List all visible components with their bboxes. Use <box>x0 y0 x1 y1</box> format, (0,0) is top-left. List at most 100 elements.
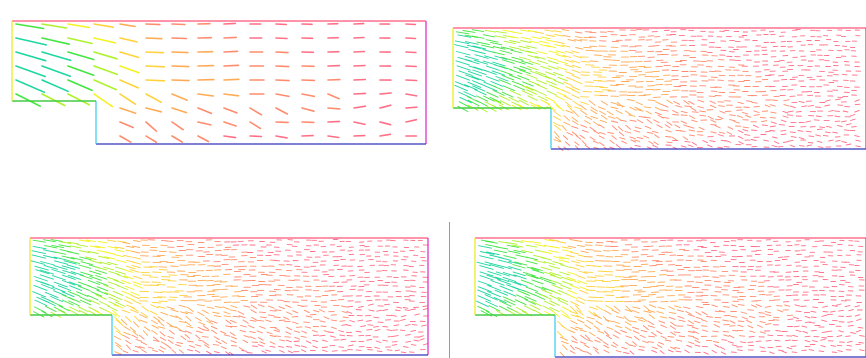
velocity-vector <box>531 36 542 40</box>
velocity-vector <box>187 340 194 343</box>
velocity-vector <box>301 107 315 112</box>
velocity-vector <box>517 75 530 81</box>
velocity-vector <box>201 309 209 314</box>
velocity-vector <box>157 306 166 309</box>
velocity-vector <box>32 245 47 250</box>
velocity-vector <box>150 319 159 325</box>
velocity-vector <box>634 139 641 142</box>
velocity-vector <box>773 141 780 144</box>
velocity-vector <box>767 334 774 337</box>
velocity-vector <box>476 41 490 46</box>
velocity-vector <box>474 89 487 96</box>
velocity-vector <box>353 92 367 95</box>
velocity-vector <box>633 335 640 341</box>
velocity-vector <box>223 50 239 53</box>
velocity-vector <box>300 335 307 338</box>
velocity-vector <box>534 31 545 34</box>
velocity-vector <box>261 350 267 354</box>
velocity-vector <box>147 346 155 349</box>
velocity-vector <box>41 37 70 46</box>
velocity-vector <box>678 319 686 322</box>
velocity-vector <box>116 344 123 351</box>
velocity-vector <box>720 351 727 355</box>
velocity-vector <box>392 335 399 337</box>
velocity-vector <box>160 311 169 316</box>
velocity-vector <box>527 54 539 59</box>
velocity-vector <box>631 310 640 314</box>
velocity-field-panel-2 <box>452 27 866 152</box>
domain-boundary <box>11 20 427 145</box>
velocity-vector <box>113 254 125 258</box>
velocity-vector <box>610 101 619 105</box>
velocity-vector <box>145 51 165 54</box>
velocity-vector <box>536 84 548 90</box>
velocity-vector <box>824 131 831 134</box>
velocity-vector <box>819 126 826 129</box>
velocity-vector <box>775 345 782 348</box>
velocity-vector <box>640 329 648 333</box>
velocity-vector <box>748 335 755 338</box>
velocity-vector <box>167 339 174 344</box>
velocity-vector <box>533 294 546 300</box>
velocity-vector <box>809 321 816 324</box>
velocity-vector <box>178 320 187 323</box>
velocity-vector <box>479 265 494 270</box>
velocity-vector <box>141 305 150 312</box>
velocity-vector <box>687 320 694 325</box>
velocity-vector <box>166 322 174 327</box>
velocity-vector <box>560 264 571 268</box>
velocity-vector <box>265 349 271 352</box>
velocity-vector <box>483 95 495 102</box>
velocity-vector <box>836 344 843 347</box>
velocity-vector <box>550 279 562 285</box>
velocity-vector <box>89 245 101 249</box>
velocity-vector <box>561 29 570 32</box>
velocity-vector <box>727 341 734 344</box>
velocity-vector <box>357 305 364 308</box>
velocity-vector <box>277 345 284 348</box>
velocity-vector <box>490 81 504 87</box>
velocity-vector <box>558 256 570 260</box>
velocity-vector <box>185 330 192 334</box>
velocity-vector <box>90 291 103 297</box>
velocity-vector <box>567 294 578 299</box>
velocity-vector <box>169 314 178 319</box>
velocity-vector <box>776 305 783 307</box>
velocity-vector <box>121 290 132 296</box>
velocity-vector <box>848 309 854 312</box>
velocity-vector <box>500 46 514 51</box>
velocity-vector <box>521 90 533 96</box>
velocity-vector <box>286 346 293 348</box>
velocity-vector <box>651 130 659 134</box>
velocity-vector <box>269 310 277 312</box>
velocity-vector <box>596 336 603 342</box>
velocity-vector <box>79 256 92 261</box>
velocity-vector <box>175 326 182 331</box>
velocity-vector <box>722 306 730 308</box>
velocity-vector <box>586 339 593 342</box>
velocity-vector <box>410 308 416 311</box>
velocity-vector <box>580 109 588 116</box>
velocity-vector <box>629 136 636 140</box>
velocity-vector <box>355 349 362 351</box>
velocity-vector <box>67 65 95 77</box>
velocity-vector <box>570 314 580 318</box>
velocity-vector <box>485 65 500 71</box>
velocity-vector <box>624 110 632 116</box>
velocity-vector <box>625 341 631 346</box>
velocity-vector <box>729 325 736 327</box>
velocity-vector <box>94 245 106 249</box>
velocity-vector <box>847 325 854 327</box>
velocity-vector <box>53 265 68 270</box>
velocity-vector <box>552 121 561 127</box>
velocity-vector <box>855 343 861 346</box>
velocity-vector <box>511 56 524 61</box>
velocity-vector <box>138 334 145 340</box>
velocity-vector <box>731 344 738 347</box>
velocity-vector <box>466 44 482 49</box>
velocity-vector <box>522 85 534 91</box>
velocity-vector <box>691 142 698 146</box>
velocity-vector <box>15 93 42 107</box>
velocity-vector <box>684 105 692 108</box>
velocity-vector <box>145 107 163 113</box>
